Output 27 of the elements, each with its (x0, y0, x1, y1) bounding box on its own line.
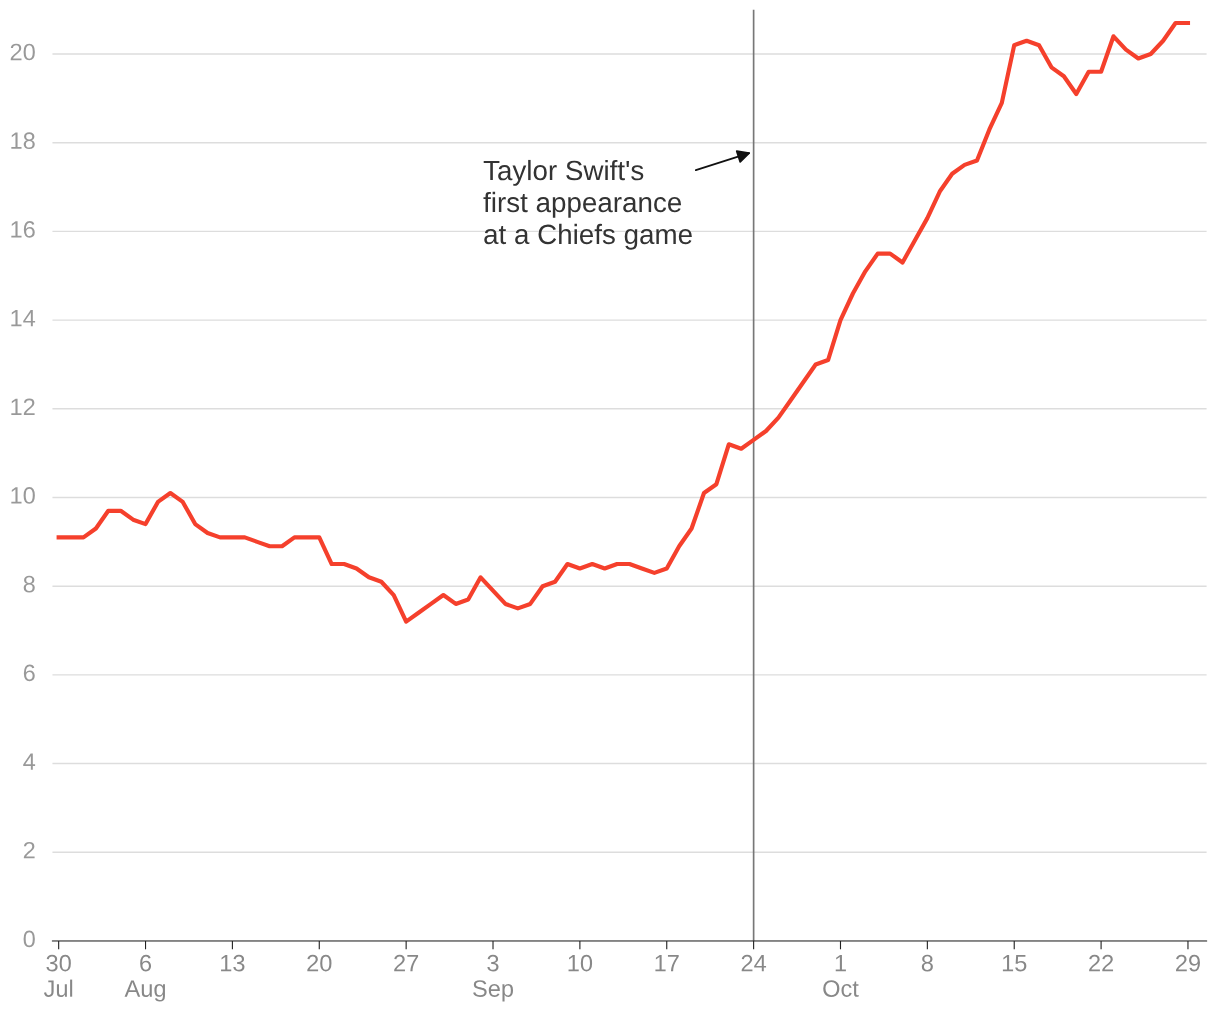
x-tick-label: 8 (921, 954, 933, 972)
y-tick-label: 16 (11, 221, 35, 238)
x-tick-label: 29 (1176, 954, 1200, 972)
line-series (56, 20, 1191, 624)
x-tick-label: 30 Jul (43, 954, 73, 997)
y-tick-label: 14 (11, 309, 36, 327)
x-tick-label: 1 Oct (823, 955, 859, 997)
y-tick-label: 10 (11, 487, 35, 504)
x-tick-label: 6 Aug (124, 954, 166, 1002)
y-tick-label: 0 (23, 930, 35, 948)
x-tick-label: 13 (221, 954, 245, 972)
x-tick-label: 20 (307, 954, 332, 972)
y-tick-label: 20 (10, 43, 35, 61)
y-tick-label: 2 (23, 841, 35, 859)
y-tick-label: 12 (11, 398, 35, 415)
x-tick-label: 10 (568, 954, 593, 972)
x-tick-label: 24 (741, 954, 767, 972)
y-tick-label: 8 (23, 575, 35, 593)
y-tick-label: 18 (11, 132, 35, 150)
y-tick-label: 4 (23, 753, 36, 770)
x-tick-label: 3 Sep (473, 954, 514, 1002)
x-tick-label: 15 (1002, 955, 1027, 972)
x-tick-label: 17 (655, 955, 679, 972)
x-tick-label: 27 (394, 954, 419, 972)
y-tick-label: 6 (23, 664, 35, 682)
annotation: Taylor Swift's first appearance at a Chiefs game (483, 159, 692, 250)
x-tick-label: 22 (1089, 954, 1114, 972)
